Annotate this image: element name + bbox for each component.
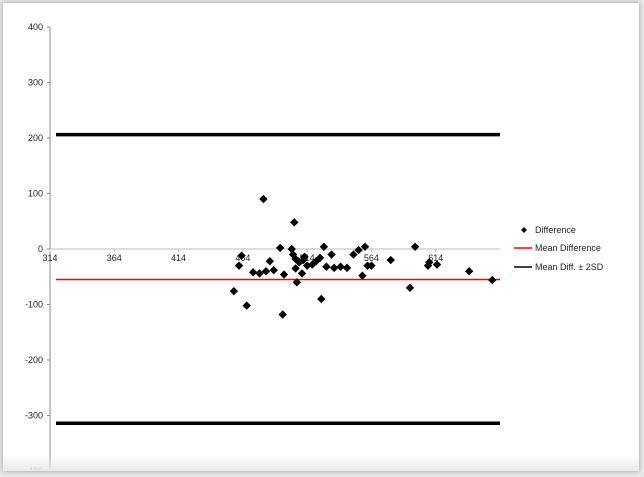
difference-point bbox=[242, 301, 251, 310]
difference-point bbox=[349, 250, 358, 259]
difference-point bbox=[255, 269, 264, 278]
difference-point bbox=[327, 250, 336, 259]
y-tick-label: 0 bbox=[38, 244, 43, 254]
difference-point bbox=[229, 286, 239, 296]
legend-difference-marker bbox=[521, 227, 527, 233]
bland-altman-chart: 400 300 200 100 0 -100 -200 -300 -400 314 364 414 4… bbox=[25, 22, 604, 471]
y-tick-label: 300 bbox=[28, 78, 43, 88]
legend-sd-label: Mean Diff. ± 2SD bbox=[535, 262, 604, 272]
x-tick-label: 414 bbox=[171, 253, 186, 263]
difference-point bbox=[386, 255, 395, 265]
difference-point bbox=[319, 242, 329, 251]
difference-points bbox=[229, 194, 497, 319]
y-tick-label: 200 bbox=[28, 133, 43, 143]
y-tick-label: 100 bbox=[28, 189, 43, 199]
difference-point bbox=[405, 283, 415, 293]
difference-point bbox=[290, 218, 299, 227]
legend: Difference Mean Difference Mean Diff. ± … bbox=[514, 225, 604, 272]
y-tick-labels: 400 300 200 100 0 -100 -200 -300 -400 bbox=[25, 22, 50, 471]
difference-point bbox=[425, 258, 434, 267]
difference-point bbox=[297, 269, 307, 278]
difference-point bbox=[265, 257, 275, 266]
difference-point bbox=[300, 252, 309, 261]
y-tick-label: -300 bbox=[25, 411, 43, 421]
difference-point bbox=[464, 267, 474, 276]
difference-point bbox=[278, 310, 287, 319]
difference-point bbox=[358, 271, 367, 280]
difference-point bbox=[259, 194, 268, 204]
difference-point bbox=[269, 265, 278, 275]
difference-point bbox=[432, 260, 442, 269]
legend-mean-label: Mean Difference bbox=[535, 243, 601, 253]
difference-point bbox=[234, 261, 244, 270]
y-tick-label: 400 bbox=[28, 22, 43, 32]
difference-point bbox=[360, 242, 370, 251]
x-tick-label: 614 bbox=[428, 253, 443, 263]
sd-lines bbox=[56, 132, 500, 426]
difference-point bbox=[291, 264, 300, 273]
difference-point bbox=[336, 262, 345, 271]
difference-point bbox=[287, 244, 296, 254]
difference-point bbox=[275, 243, 285, 253]
difference-point bbox=[248, 268, 258, 277]
y-tick-label: -100 bbox=[25, 300, 43, 310]
legend-difference-label: Difference bbox=[535, 225, 576, 235]
x-tick-label: 564 bbox=[364, 253, 379, 263]
difference-point bbox=[261, 267, 271, 276]
difference-point bbox=[237, 251, 246, 260]
x-tick-label: 314 bbox=[42, 253, 57, 263]
difference-point bbox=[410, 242, 420, 251]
y-tick-label: -200 bbox=[25, 355, 43, 365]
difference-point bbox=[367, 261, 376, 270]
chart-frame: 400 300 200 100 0 -100 -200 -300 -400 314 364 414 4… bbox=[3, 3, 639, 471]
difference-point bbox=[317, 294, 326, 304]
difference-point bbox=[322, 262, 331, 271]
difference-point bbox=[315, 253, 325, 263]
y-tick-label: -400 bbox=[25, 466, 43, 471]
difference-point bbox=[354, 245, 363, 255]
difference-point bbox=[292, 278, 302, 287]
difference-point bbox=[329, 263, 339, 273]
difference-point bbox=[488, 275, 497, 285]
difference-point bbox=[342, 263, 352, 273]
difference-point bbox=[279, 270, 289, 279]
x-tick-label: 364 bbox=[107, 253, 122, 263]
